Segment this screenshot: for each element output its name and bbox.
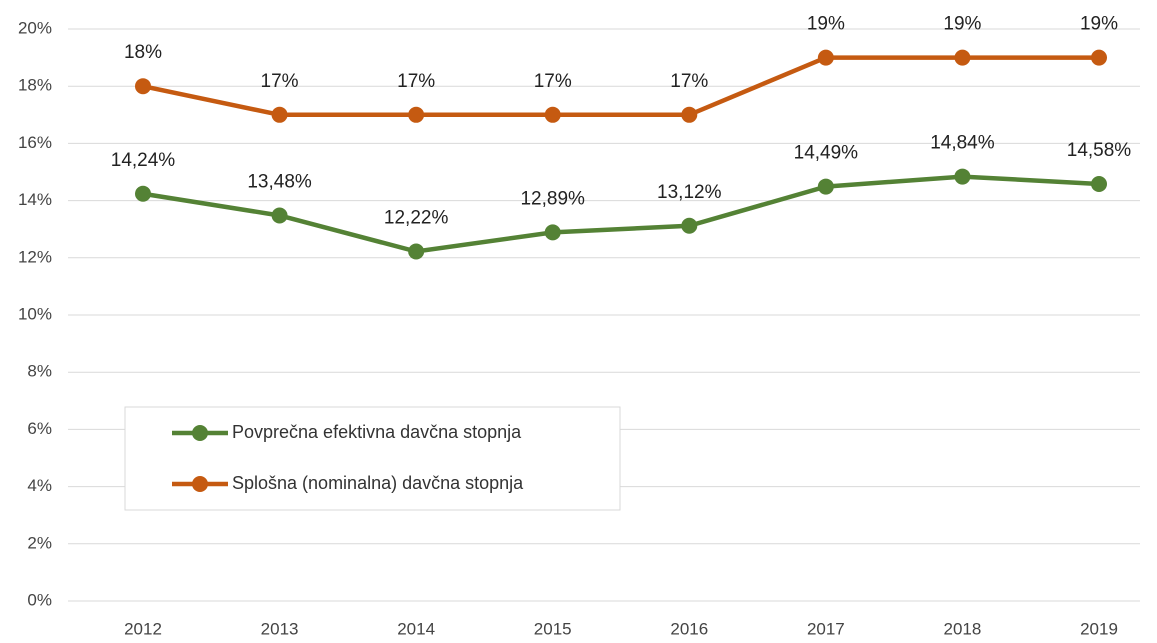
x-tick-label: 2015	[534, 619, 572, 638]
y-tick-label: 4%	[27, 476, 52, 495]
y-tick-label: 12%	[18, 247, 52, 266]
data-label: 17%	[261, 71, 299, 92]
data-label: 17%	[397, 71, 435, 92]
data-point	[408, 243, 425, 260]
data-label: 14,84%	[930, 133, 995, 154]
data-point	[544, 224, 561, 241]
x-tick-label: 2017	[807, 619, 845, 638]
data-point	[681, 217, 698, 234]
y-tick-label: 10%	[18, 304, 52, 323]
x-tick-label: 2016	[670, 619, 708, 638]
legend-label: Povprečna efektivna davčna stopnja	[232, 422, 522, 442]
data-label: 12,22%	[384, 208, 449, 229]
data-point	[954, 168, 971, 185]
y-tick-label: 0%	[27, 590, 52, 609]
data-label: 17%	[670, 71, 708, 92]
y-tick-label: 8%	[27, 362, 52, 381]
data-point	[271, 106, 288, 123]
data-point	[544, 106, 561, 123]
data-label: 19%	[807, 14, 845, 35]
data-point	[681, 106, 698, 123]
data-point	[1091, 176, 1107, 193]
data-label: 13,48%	[247, 171, 312, 192]
y-tick-label: 2%	[27, 533, 52, 552]
data-point	[135, 185, 151, 202]
data-point	[1091, 49, 1107, 66]
x-tick-label: 2019	[1080, 619, 1118, 638]
data-label: 19%	[1080, 14, 1118, 35]
y-tick-label: 20%	[18, 18, 52, 37]
x-tick-label: 2014	[397, 619, 435, 638]
data-label: 17%	[534, 71, 572, 92]
data-point	[408, 106, 425, 123]
data-label: 12,89%	[520, 188, 585, 209]
x-tick-label: 2013	[261, 619, 299, 638]
y-tick-label: 6%	[27, 419, 52, 438]
data-point	[817, 49, 834, 66]
data-label: 14,58%	[1067, 140, 1132, 161]
legend-box	[124, 406, 621, 511]
data-label: 13,12%	[657, 182, 722, 203]
data-label: 18%	[124, 42, 162, 63]
data-point	[271, 207, 288, 224]
data-point	[954, 49, 971, 66]
data-label: 14,24%	[111, 150, 176, 171]
data-point	[135, 78, 151, 95]
legend-marker	[192, 476, 208, 492]
legend-label: Splošna (nominalna) davčna stopnja	[232, 473, 524, 493]
y-tick-label: 18%	[18, 76, 52, 95]
series-line	[142, 174, 1100, 254]
x-tick-label: 2018	[944, 619, 982, 638]
data-label: 19%	[943, 14, 981, 35]
y-tick-label: 14%	[18, 190, 52, 209]
legend-marker	[192, 425, 208, 441]
x-tick-label: 2012	[124, 619, 162, 638]
series-line	[142, 55, 1099, 118]
y-tick-label: 16%	[18, 133, 52, 152]
data-label: 14,49%	[794, 143, 859, 164]
data-point	[817, 178, 834, 195]
